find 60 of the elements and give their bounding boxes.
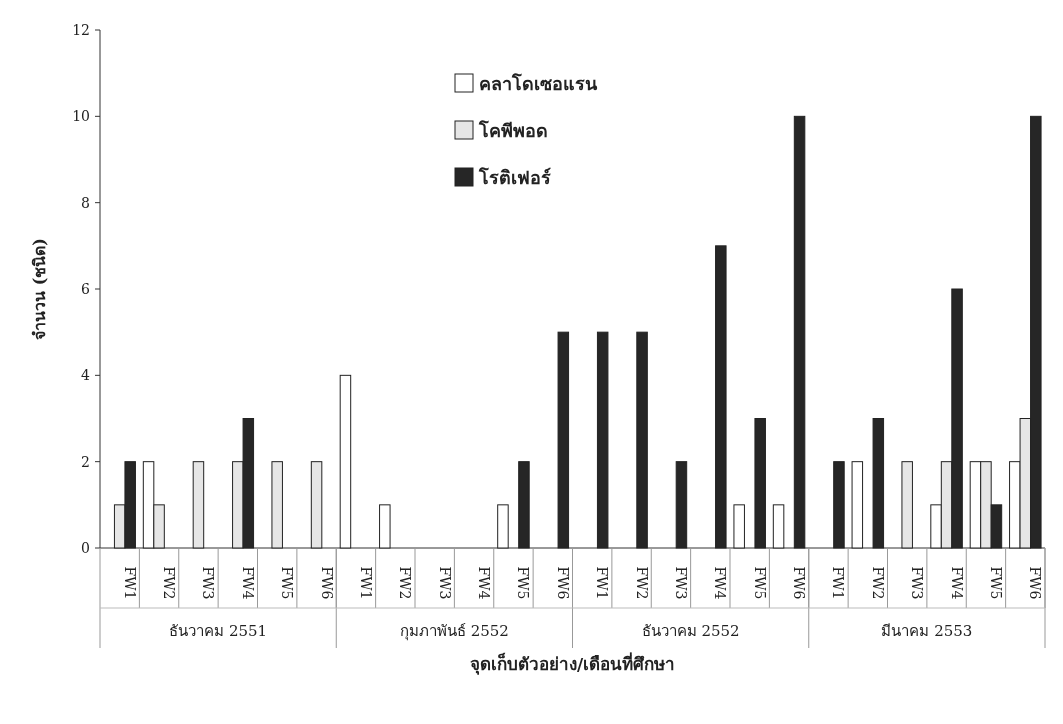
- x-tick-label: FW1: [594, 566, 611, 600]
- x-tick-label: FW2: [869, 566, 886, 600]
- x-tick-label: FW3: [909, 566, 926, 600]
- bar: [271, 461, 283, 549]
- x-tick-label: FW4: [948, 566, 965, 600]
- bar: [557, 331, 570, 549]
- bar: [793, 115, 806, 549]
- x-tick-label: FW6: [554, 566, 571, 600]
- bar: [596, 331, 609, 549]
- bar: [833, 461, 845, 549]
- bar: [754, 418, 766, 549]
- x-tick-label: FW5: [987, 566, 1004, 600]
- text: ธันวาคม 2551: [169, 622, 268, 640]
- y-tick-label: 8: [81, 194, 90, 211]
- bar: [675, 461, 688, 549]
- x-tick-label: FW6: [318, 566, 335, 600]
- x-tick-label: FW1: [830, 566, 847, 600]
- bar: [310, 461, 323, 549]
- x-tick-label: FW6: [1027, 566, 1044, 600]
- y-tick-label: 4: [81, 367, 91, 384]
- bar: [872, 418, 885, 549]
- x-tick-label: FW2: [633, 566, 650, 600]
- x-tick-label: FW3: [436, 566, 453, 600]
- x-tick-label: FW2: [397, 566, 414, 600]
- bar: [851, 461, 864, 549]
- bar: [192, 461, 205, 549]
- y-axis-title: จำนวน (ชนิด): [30, 238, 49, 340]
- x-tick-label: FW3: [672, 566, 689, 600]
- legend-label: โคพีพอด: [478, 120, 548, 141]
- x-tick-label: FW1: [357, 566, 374, 600]
- bar: [733, 504, 745, 549]
- x-tick-label: FW5: [279, 566, 296, 600]
- legend-label: คลาโดเซอแรน: [479, 73, 598, 94]
- text: กุมภาพันธ์ 2552: [399, 622, 509, 641]
- x-tick-label: FW3: [200, 566, 217, 600]
- x-tick-label: FW6: [791, 566, 808, 600]
- bar: [715, 245, 727, 549]
- y-tick-label: 2: [81, 453, 90, 470]
- bar: [901, 461, 913, 549]
- legend-label: โรติเฟอร์: [478, 167, 551, 188]
- x-tick-label: FW4: [239, 566, 256, 600]
- x-tick-label: FW4: [476, 566, 493, 600]
- x-tick-label: FW2: [161, 566, 178, 600]
- text: ธันวาคม 2552: [641, 622, 740, 640]
- bar: [518, 461, 530, 549]
- bar: [497, 504, 509, 549]
- y-tick-label: 12: [72, 22, 90, 38]
- bar: [636, 331, 648, 549]
- x-tick-label: FW5: [751, 566, 768, 600]
- text: มีนาคม 2553: [881, 622, 973, 640]
- y-tick-label: 6: [81, 281, 91, 297]
- x-tick-label: FW1: [121, 566, 138, 600]
- y-tick-label: 10: [72, 108, 90, 125]
- y-tick-label: 0: [81, 540, 90, 556]
- bar: [339, 374, 352, 549]
- x-tick-label: FW4: [712, 566, 729, 600]
- x-axis-title: จุดเก็บตัวอย่าง/เดือนที่ศึกษา: [469, 652, 676, 675]
- bar: [772, 504, 785, 549]
- x-tick-label: FW5: [515, 566, 532, 600]
- bar: [379, 504, 391, 549]
